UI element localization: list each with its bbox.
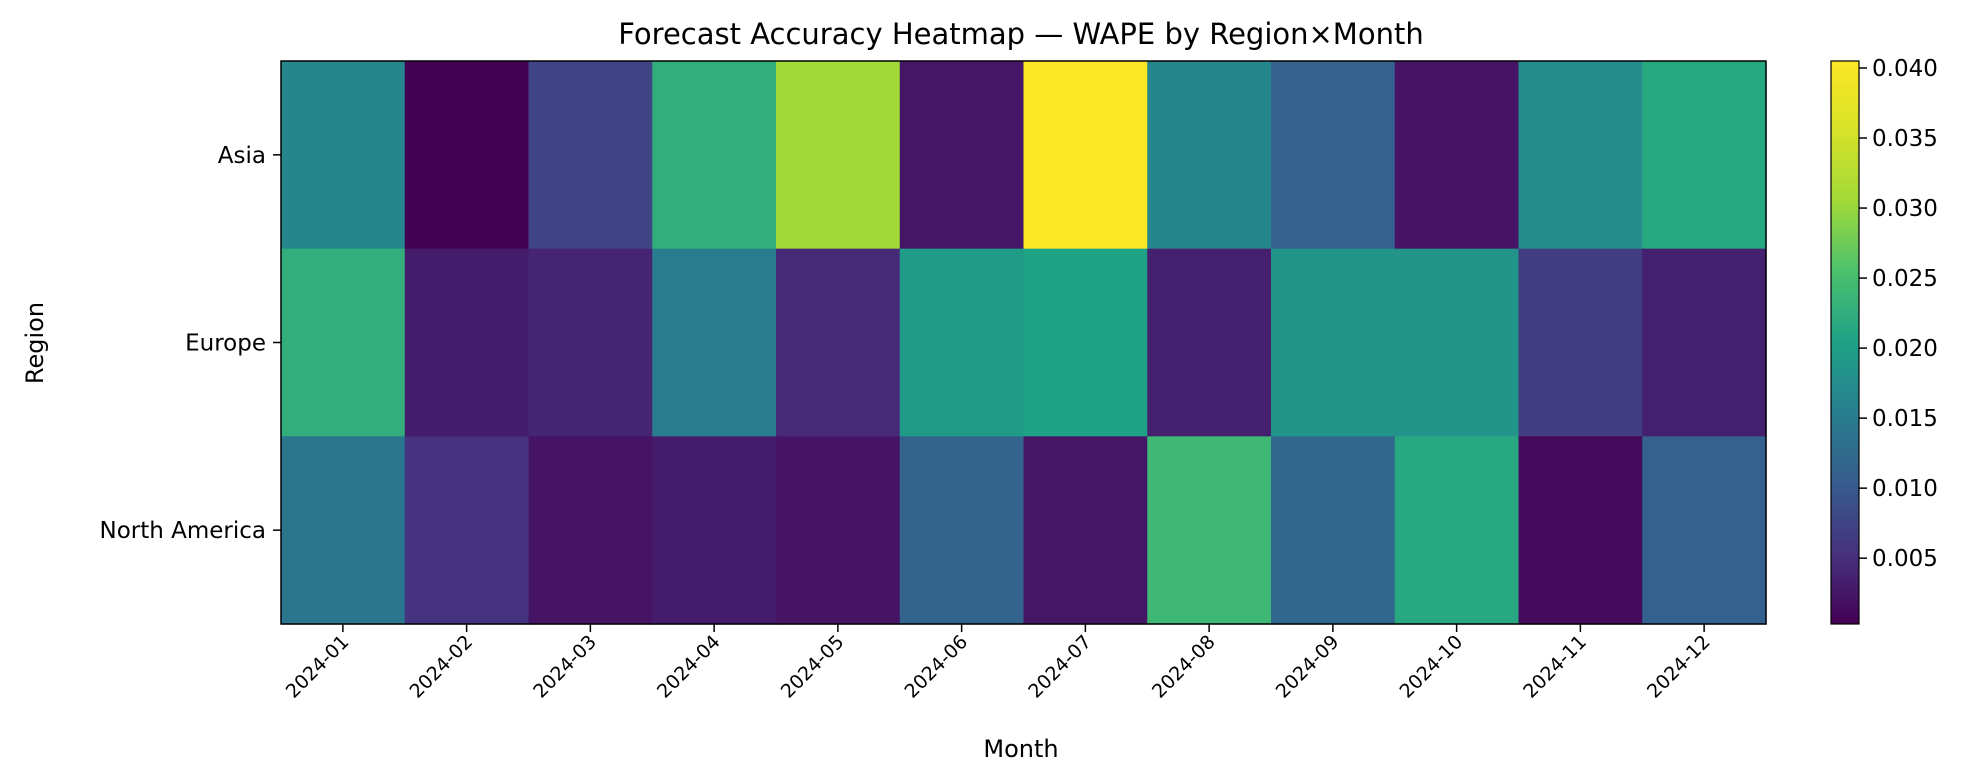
- x-tick-label: 2024-03: [529, 631, 601, 703]
- heatmap-cell: [899, 436, 1025, 625]
- colorbar-tick-label: 0.035: [1872, 126, 1938, 152]
- heatmap-cell: [1394, 248, 1520, 437]
- heatmap-cell: [528, 436, 653, 625]
- heatmap-cell: [1394, 436, 1520, 625]
- heatmap-cell: [1147, 248, 1272, 437]
- colorbar-tick-label: 0.040: [1872, 56, 1938, 82]
- heatmap-cell: [776, 248, 901, 437]
- heatmap-cell: [899, 61, 1025, 250]
- x-tick-label: 2024-11: [1519, 631, 1591, 703]
- heatmap-cell: [1642, 436, 1767, 625]
- heatmap-cell: [652, 61, 777, 250]
- x-tick-label: 2024-12: [1643, 631, 1715, 703]
- x-tick-label: 2024-06: [900, 631, 972, 703]
- heatmap-cell: [404, 436, 530, 625]
- y-tick-label: North America: [99, 518, 266, 544]
- x-tick-label: 2024-07: [1024, 631, 1096, 703]
- x-tick-label: 2024-09: [1272, 631, 1344, 703]
- heatmap-cell: [1023, 61, 1148, 250]
- heatmap-cell: [281, 248, 406, 437]
- heatmap-cell: [528, 61, 653, 250]
- heatmap-cell: [1642, 248, 1767, 437]
- y-axis-label: Region: [21, 302, 49, 384]
- heatmap-cell: [652, 248, 777, 437]
- colorbar-tick-label: 0.010: [1872, 476, 1938, 502]
- heatmap-cell: [1147, 61, 1272, 250]
- heatmap-cell: [776, 436, 901, 625]
- colorbar-tick-label: 0.020: [1872, 336, 1938, 362]
- heatmap-cell: [404, 248, 530, 437]
- heatmap-cell: [1023, 436, 1148, 625]
- heatmap-cell: [652, 436, 777, 625]
- y-tick-label: Asia: [218, 143, 266, 169]
- heatmap-cell: [1271, 248, 1396, 437]
- heatmap-cell: [528, 248, 653, 437]
- heatmap-cell: [899, 248, 1025, 437]
- heatmap-cell: [281, 61, 406, 250]
- heatmap-cell: [1518, 248, 1643, 437]
- heatmap-cell: [1023, 248, 1148, 437]
- colorbar: [1830, 60, 1860, 625]
- x-tick-label: 2024-05: [777, 631, 849, 703]
- y-axis-ticks: Asia Europe North America: [99, 143, 281, 544]
- x-tick-label: 2024-01: [282, 631, 354, 703]
- heatmap-cell: [1518, 436, 1643, 625]
- heatmap-cell: [281, 436, 406, 625]
- heatmap-cell: [1394, 61, 1520, 250]
- x-tick-label: 2024-10: [1395, 631, 1467, 703]
- x-axis-ticks: 2024-01 2024-02 2024-03 2024-04 2024-05 2024-…: [282, 624, 1715, 703]
- x-axis-label: Month: [983, 735, 1058, 763]
- heatmap-cell: [1642, 61, 1767, 250]
- colorbar-tick-label: 0.025: [1872, 266, 1938, 292]
- heatmap-cells: [281, 61, 1767, 625]
- chart-title: Forecast Accuracy Heatmap — WAPE by Regi…: [618, 17, 1423, 51]
- heatmap-cell: [1518, 61, 1643, 250]
- heatmap-cell: [1271, 61, 1396, 250]
- colorbar-tick-label: 0.005: [1872, 546, 1938, 572]
- heatmap-cell: [404, 61, 530, 250]
- x-tick-label: 2024-04: [653, 631, 725, 703]
- colorbar-tick-label: 0.030: [1872, 196, 1938, 222]
- y-tick-label: Europe: [185, 331, 266, 357]
- heatmap-cell: [1147, 436, 1272, 625]
- x-tick-label: 2024-08: [1148, 631, 1220, 703]
- x-tick-label: 2024-02: [405, 631, 477, 703]
- colorbar-tick-label: 0.015: [1872, 406, 1938, 432]
- heatmap-cell: [776, 61, 901, 250]
- heatmap-cell: [1271, 436, 1396, 625]
- colorbar-ticks: 0.005 0.010 0.015 0.020 0.025 0.030 0.035 0.040: [1859, 56, 1938, 572]
